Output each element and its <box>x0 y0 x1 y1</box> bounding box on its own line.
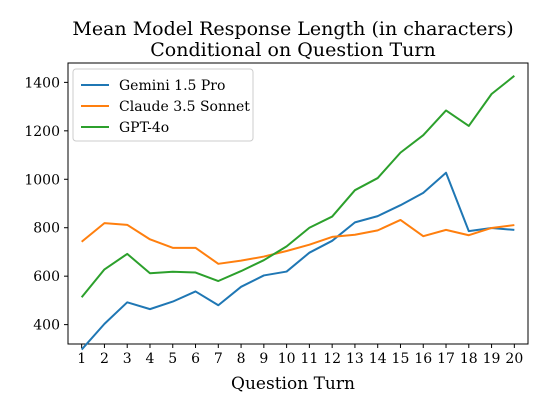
series-line-gpt-4o <box>80 75 515 298</box>
y-tick-label: 800 <box>33 221 60 237</box>
x-tick-label: 3 <box>123 351 132 367</box>
x-tick-label: 1 <box>77 351 86 367</box>
y-tick-label: 1400 <box>24 75 60 91</box>
y-tick-label: 1200 <box>24 124 60 140</box>
x-tick-label: 15 <box>392 351 410 367</box>
x-tick-label: 12 <box>323 351 341 367</box>
legend-label-claude-3-5-sonnet: Claude 3.5 Sonnet <box>119 99 250 115</box>
x-tick-label: 5 <box>168 351 177 367</box>
legend-label-gemini-1-5-pro: Gemini 1.5 Pro <box>119 78 225 94</box>
x-tick-label: 6 <box>191 351 200 367</box>
x-tick-label: 4 <box>146 351 155 367</box>
x-tick-label: 13 <box>346 351 364 367</box>
chart-title: Mean Model Response Length (in character… <box>72 18 513 40</box>
x-tick-label: 11 <box>300 351 318 367</box>
x-tick-label: 10 <box>278 351 296 367</box>
x-tick-label: 16 <box>414 351 432 367</box>
y-tick-label: 1000 <box>24 172 60 188</box>
x-tick-label: 20 <box>505 351 523 367</box>
legend-box <box>72 68 254 142</box>
x-tick-label: 14 <box>369 351 387 367</box>
x-tick-label: 2 <box>100 351 109 367</box>
x-tick-label: 17 <box>437 351 455 367</box>
y-tick-label: 400 <box>33 318 60 334</box>
x-tick-label: 18 <box>460 351 478 367</box>
y-tick-label: 600 <box>33 269 60 285</box>
chart-subtitle: Conditional on Question Turn <box>150 39 435 61</box>
series-line-gemini-1-5-pro <box>80 171 515 351</box>
x-tick-label: 7 <box>214 351 223 367</box>
axes-frame <box>67 62 529 345</box>
x-tick-label: 8 <box>237 351 246 367</box>
legend-label-gpt-4o: GPT-4o <box>119 120 169 136</box>
plot-area: 1 2 3 4 5 6 7 8 9 10 11 12 13 14 15 16 17 18 19 20400600800… <box>24 62 529 367</box>
x-tick-label: 19 <box>483 351 501 367</box>
x-axis-label: Question Turn <box>231 374 355 394</box>
x-tick-label: 9 <box>259 351 268 367</box>
series-line-claude-3-5-sonnet <box>81 218 515 265</box>
